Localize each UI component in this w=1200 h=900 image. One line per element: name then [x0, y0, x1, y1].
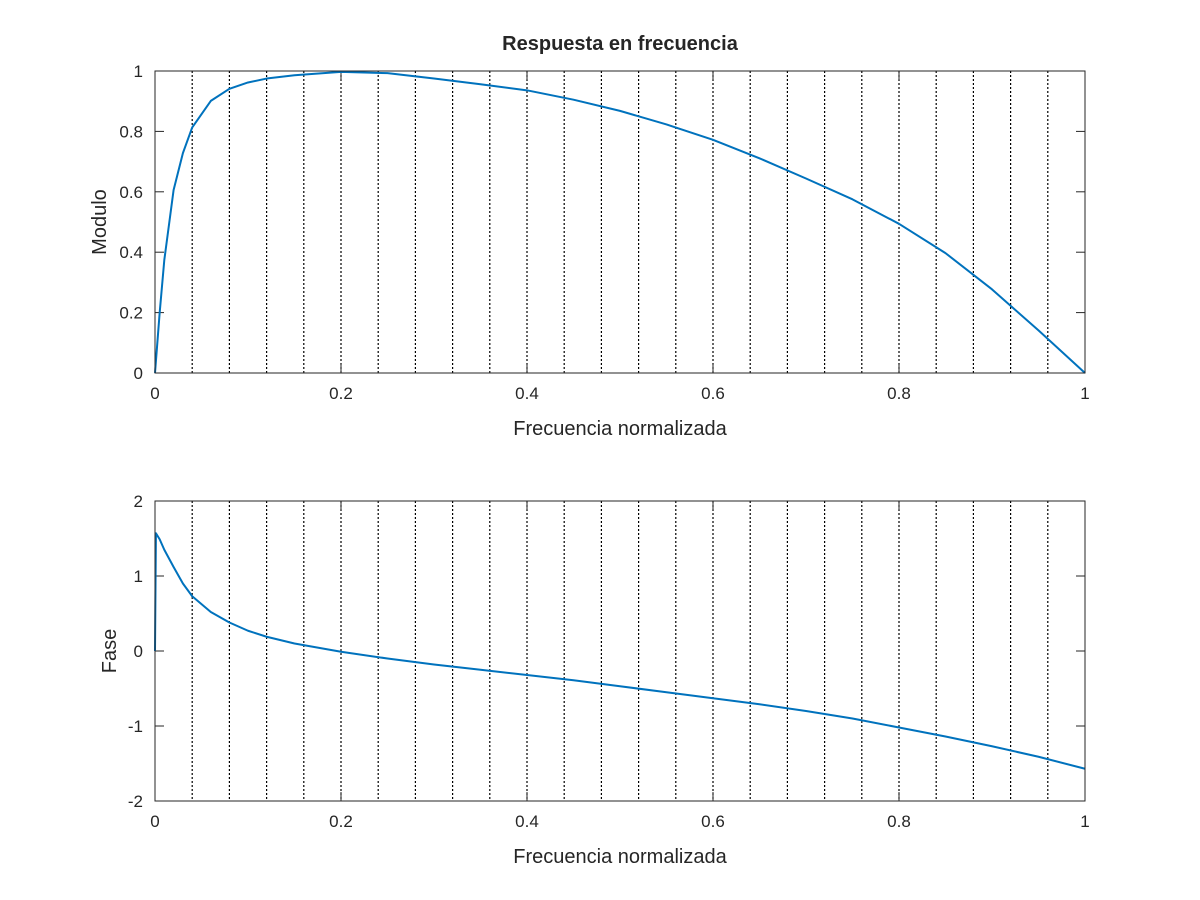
magnitude-x-axis-label: Frecuencia normalizada	[513, 418, 727, 440]
magnitude-plot-area	[155, 71, 1085, 373]
phase-y-tick-label: -2	[128, 792, 143, 811]
phase-axes-box	[154, 500, 1086, 802]
magnitude-y-tick-label: 0	[134, 364, 143, 383]
magnitude-axes-box	[154, 70, 1086, 374]
magnitude-y-tick-label: 1	[134, 62, 143, 81]
phase-y-tick-label: 0	[134, 642, 143, 661]
phase-plot-area	[155, 501, 1085, 801]
phase-y-tick-label: 1	[134, 567, 143, 586]
phase-x-tick-label: 0.2	[329, 812, 353, 831]
phase-y-tick-label: -1	[128, 717, 143, 736]
magnitude-y-axis-label: Modulo	[89, 189, 111, 255]
magnitude-x-tick-label: 0.6	[701, 384, 725, 403]
phase-series-line	[154, 532, 1086, 770]
magnitude-x-tick-label: 0	[150, 384, 159, 403]
magnitude-axes: 0 0.2 0.4 0.6 0.8 1 0 0.2 0.4 0.6 0.8 1 Frecuencia n…	[89, 62, 1090, 440]
magnitude-x-tick-label: 1	[1080, 384, 1089, 403]
phase-axes: 0 0.2 0.4 0.6 0.8 1 -2 -1 0 1 2 Frecuencia normaliz…	[99, 492, 1090, 868]
magnitude-y-tick-label: 0.4	[119, 243, 143, 262]
phase-x-tick-label: 0.8	[887, 812, 911, 831]
magnitude-series-line	[154, 70, 1086, 374]
phase-x-tick-label: 0	[150, 812, 159, 831]
magnitude-y-tick-label: 0.6	[119, 183, 143, 202]
magnitude-x-tick-label: 0.8	[887, 384, 911, 403]
phase-y-tick-label: 2	[134, 492, 143, 511]
figure-title: Respuesta en frecuencia	[502, 33, 739, 55]
phase-x-tick-label: 0.4	[515, 812, 539, 831]
magnitude-y-tick-label: 0.2	[119, 304, 143, 323]
phase-x-tick-label: 0.6	[701, 812, 725, 831]
magnitude-x-tick-label: 0.2	[329, 384, 353, 403]
phase-y-axis-label: Fase	[99, 629, 121, 673]
magnitude-y-tick-label: 0.8	[119, 122, 143, 141]
magnitude-x-tick-label: 0.4	[515, 384, 539, 403]
phase-x-tick-label: 1	[1080, 812, 1089, 831]
phase-x-axis-label: Frecuencia normalizada	[513, 846, 727, 868]
